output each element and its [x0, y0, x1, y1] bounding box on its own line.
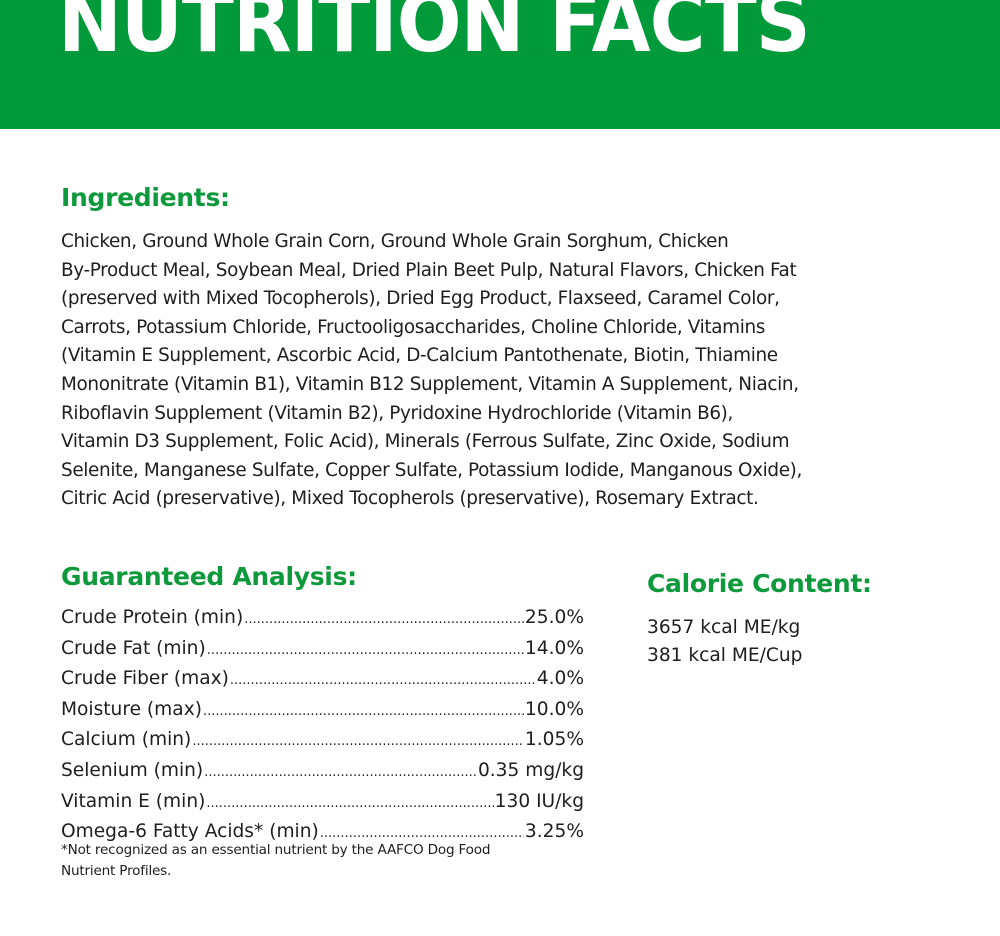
- calorie-content-values: 3657 kcal ME/kg 381 kcal ME/Cup: [647, 614, 803, 670]
- analysis-label: Omega-6 Fatty Acids* (min): [61, 821, 319, 843]
- analysis-label: Vitamin E (min): [61, 790, 206, 812]
- analysis-value: 25.0%: [524, 607, 584, 628]
- ingredients-line: Vitamin D3 Supplement, Folic Acid), Mine…: [61, 431, 790, 453]
- analysis-row: Moisture (max) 10.0%: [61, 696, 584, 727]
- calorie-content-heading: Calorie Content:: [647, 569, 872, 598]
- header-banner: NUTRITION FACTS: [0, 0, 1000, 129]
- analysis-label: Crude Fiber (max): [61, 668, 229, 690]
- dot-leader: [204, 757, 477, 788]
- analysis-value: 4.0%: [536, 668, 584, 690]
- analysis-row: Omega-6 Fatty Acids* (min) 3.25%: [61, 818, 584, 849]
- calorie-value: 381 kcal ME/Cup: [647, 645, 803, 666]
- analysis-value: 10.0%: [524, 698, 584, 720]
- analysis-row: Crude Fiber (max) 4.0%: [61, 665, 584, 696]
- dot-leader: [244, 604, 524, 635]
- ingredients-line: By-Product Meal, Soybean Meal, Dried Pla…: [61, 259, 797, 281]
- ingredients-line: Mononitrate (Vitamin B1), Vitamin B12 Su…: [61, 373, 799, 395]
- ingredients-line: (preserved with Mixed Tocopherols), Drie…: [61, 288, 780, 310]
- analysis-row: Calcium (min) 1.05%: [61, 726, 584, 757]
- ingredients-line: Carrots, Potassium Chloride, Fructooligo…: [61, 316, 766, 338]
- ingredients-line: Chicken, Ground Whole Grain Corn, Ground…: [61, 231, 729, 252]
- ingredients-list: Chicken, Ground Whole Grain Corn, Ground…: [61, 228, 802, 514]
- guaranteed-analysis-table: Crude Protein (min) 25.0% Crude Fat (min) 1…: [61, 604, 584, 849]
- analysis-row: Vitamin E (min) 130 IU/kg: [61, 788, 584, 819]
- analysis-label: Moisture (max): [61, 698, 202, 720]
- analysis-label: Crude Protein (min): [61, 607, 244, 628]
- dot-leader: [207, 635, 524, 666]
- ingredients-line: Riboflavin Supplement (Vitamin B2), Pyri…: [61, 402, 734, 424]
- analysis-label: Crude Fat (min): [61, 637, 206, 659]
- analysis-value: 1.05%: [524, 729, 584, 751]
- ingredients-line: Citric Acid (preservative), Mixed Tocoph…: [61, 488, 759, 510]
- analysis-row: Crude Protein (min) 25.0%: [61, 604, 584, 635]
- analysis-value: 14.0%: [524, 637, 584, 659]
- footnote-line: *Not recognized as an essential nutrient…: [61, 842, 491, 858]
- ingredients-line: (Vitamin E Supplement, Ascorbic Acid, D-…: [61, 345, 778, 367]
- analysis-value: 130 IU/kg: [494, 790, 584, 812]
- calorie-value: 3657 kcal ME/kg: [647, 617, 801, 638]
- analysis-value: 0.35 mg/kg: [477, 759, 584, 781]
- footnote-line: Nutrient Profiles.: [61, 863, 172, 879]
- page-title: NUTRITION FACTS: [58, 0, 811, 71]
- analysis-label: Calcium (min): [61, 729, 192, 751]
- guaranteed-analysis-heading: Guaranteed Analysis:: [61, 562, 357, 591]
- analysis-row: Selenium (min) 0.35 mg/kg: [61, 757, 584, 788]
- analysis-row: Crude Fat (min) 14.0%: [61, 635, 584, 666]
- dot-leader: [206, 788, 493, 819]
- dot-leader: [203, 696, 524, 727]
- analysis-label: Selenium (min): [61, 759, 204, 781]
- analysis-value: 3.25%: [524, 821, 584, 843]
- ingredients-line: Selenite, Manganese Sulfate, Copper Sulf…: [61, 459, 803, 481]
- footnote: *Not recognized as an essential nutrient…: [61, 840, 491, 882]
- ingredients-heading: Ingredients:: [61, 183, 230, 212]
- dot-leader: [230, 665, 536, 696]
- dot-leader: [192, 726, 524, 757]
